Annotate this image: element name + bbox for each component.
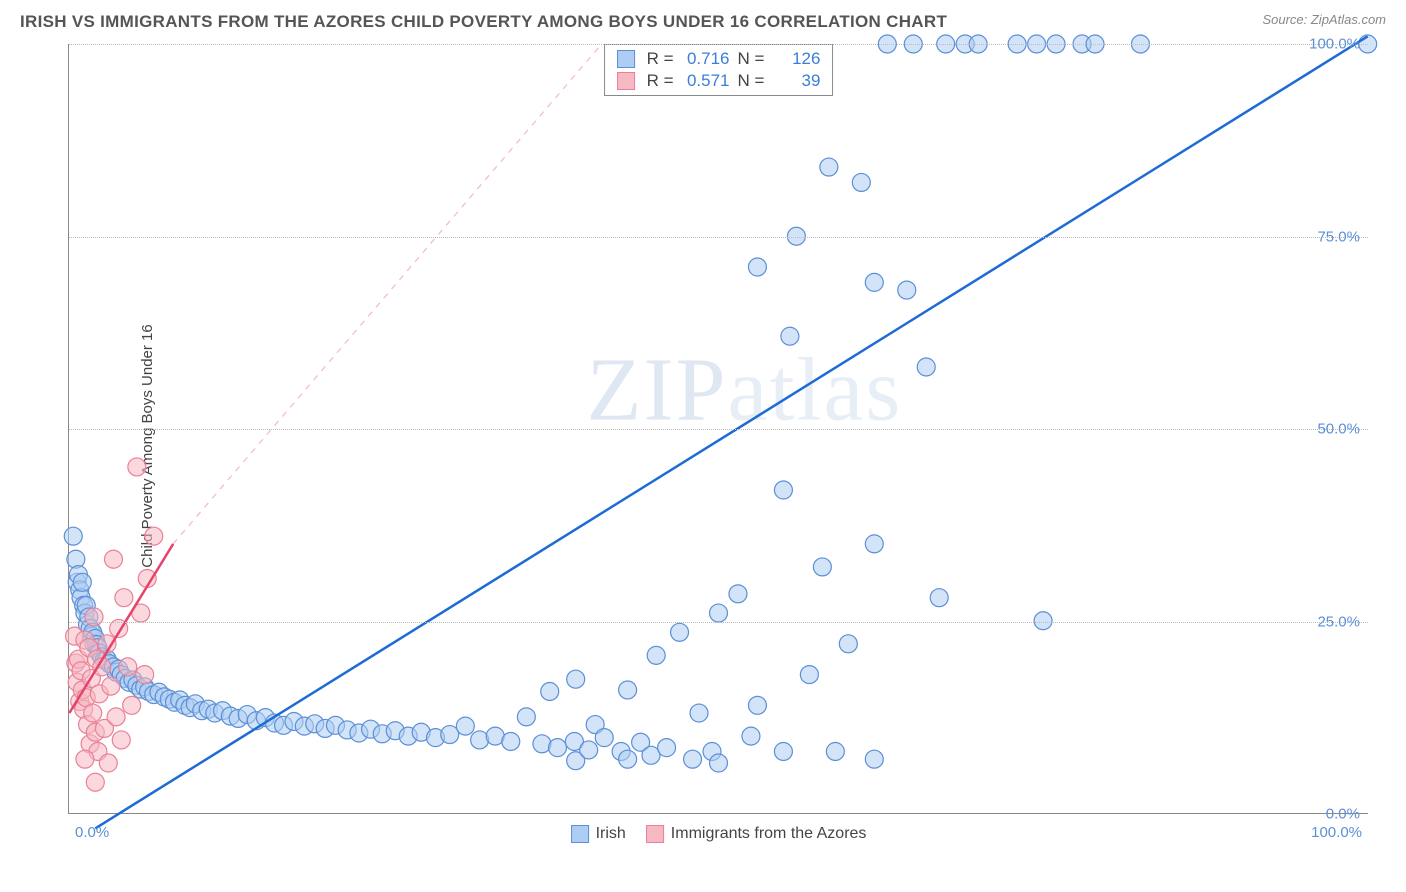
data-point (781, 327, 799, 345)
data-point (112, 731, 130, 749)
data-point (76, 750, 94, 768)
data-point (123, 696, 141, 714)
data-point (136, 666, 154, 684)
data-point (107, 708, 125, 726)
data-point (826, 742, 844, 760)
data-point (839, 635, 857, 653)
data-point (619, 750, 637, 768)
legend-bottom: Irish Immigrants from the Azores (571, 825, 867, 843)
data-point (917, 358, 935, 376)
x-tick-left: 0.0% (75, 824, 109, 841)
data-point (774, 481, 792, 499)
data-point (104, 550, 122, 568)
stats-box: R = 0.716 N = 126 R = 0.571 N = 39 (604, 44, 834, 96)
y-tick-label: 75.0% (1317, 228, 1360, 245)
data-point (710, 604, 728, 622)
data-point (502, 732, 520, 750)
source-credit: Source: ZipAtlas.com (1262, 12, 1386, 27)
y-tick-label: 50.0% (1317, 421, 1360, 438)
plot-area: ZIPatlas R = 0.716 N = 126 R = 0.571 N =… (68, 44, 1368, 814)
chart-header: IRISH VS IMMIGRANTS FROM THE AZORES CHIL… (0, 0, 1406, 36)
swatch-azores (617, 72, 635, 90)
data-point (813, 558, 831, 576)
legend-label-irish: Irish (596, 825, 626, 843)
legend-item-irish: Irish (571, 825, 626, 843)
swatch-irish-icon (571, 825, 589, 843)
chart-container: ZIPatlas R = 0.716 N = 126 R = 0.571 N =… (68, 44, 1382, 814)
data-point (619, 681, 637, 699)
data-point (85, 608, 103, 626)
data-point (64, 527, 82, 545)
stat-r-label-2: R = (647, 71, 674, 91)
stat-n-label: N = (738, 49, 765, 69)
data-point (684, 750, 702, 768)
data-point (595, 729, 613, 747)
data-point (145, 527, 163, 545)
data-point (748, 258, 766, 276)
stat-n-irish: 126 (772, 49, 820, 69)
grid-line (69, 44, 1368, 45)
data-point (541, 683, 559, 701)
data-point (86, 773, 104, 791)
x-tick-right: 100.0% (1311, 824, 1362, 841)
legend-label-azores: Immigrants from the Azores (671, 825, 867, 843)
data-point (671, 623, 689, 641)
data-point (658, 739, 676, 757)
data-point (580, 741, 598, 759)
data-point (73, 573, 91, 591)
data-point (456, 717, 474, 735)
data-point (710, 754, 728, 772)
swatch-azores-icon (646, 825, 664, 843)
y-tick-label: 100.0% (1309, 36, 1360, 53)
stat-r-label: R = (647, 49, 674, 69)
data-point (898, 281, 916, 299)
data-point (820, 158, 838, 176)
stat-r-azores: 0.571 (682, 71, 730, 91)
legend-item-azores: Immigrants from the Azores (646, 825, 867, 843)
data-point (865, 535, 883, 553)
data-point (774, 742, 792, 760)
data-point (852, 173, 870, 191)
data-point (549, 739, 567, 757)
data-point (742, 727, 760, 745)
data-point (471, 731, 489, 749)
chart-title: IRISH VS IMMIGRANTS FROM THE AZORES CHIL… (20, 12, 947, 32)
data-point (517, 708, 535, 726)
data-point (99, 754, 117, 772)
data-point (865, 750, 883, 768)
data-point (533, 735, 551, 753)
stat-n-label-2: N = (738, 71, 765, 91)
swatch-irish (617, 50, 635, 68)
stat-r-irish: 0.716 (682, 49, 730, 69)
data-point (128, 458, 146, 476)
grid-line (69, 237, 1368, 238)
data-point (729, 585, 747, 603)
data-point (748, 696, 766, 714)
data-point (690, 704, 708, 722)
data-point (800, 666, 818, 684)
data-point (119, 658, 137, 676)
data-point (567, 670, 585, 688)
grid-line (69, 622, 1368, 623)
data-point (865, 273, 883, 291)
data-point (84, 704, 102, 722)
y-tick-label: 25.0% (1317, 613, 1360, 630)
data-point (115, 589, 133, 607)
y-tick-label: 0.0% (1326, 806, 1360, 823)
data-point (102, 677, 120, 695)
stat-n-azores: 39 (772, 71, 820, 91)
grid-line (69, 429, 1368, 430)
data-point (930, 589, 948, 607)
data-point (647, 646, 665, 664)
